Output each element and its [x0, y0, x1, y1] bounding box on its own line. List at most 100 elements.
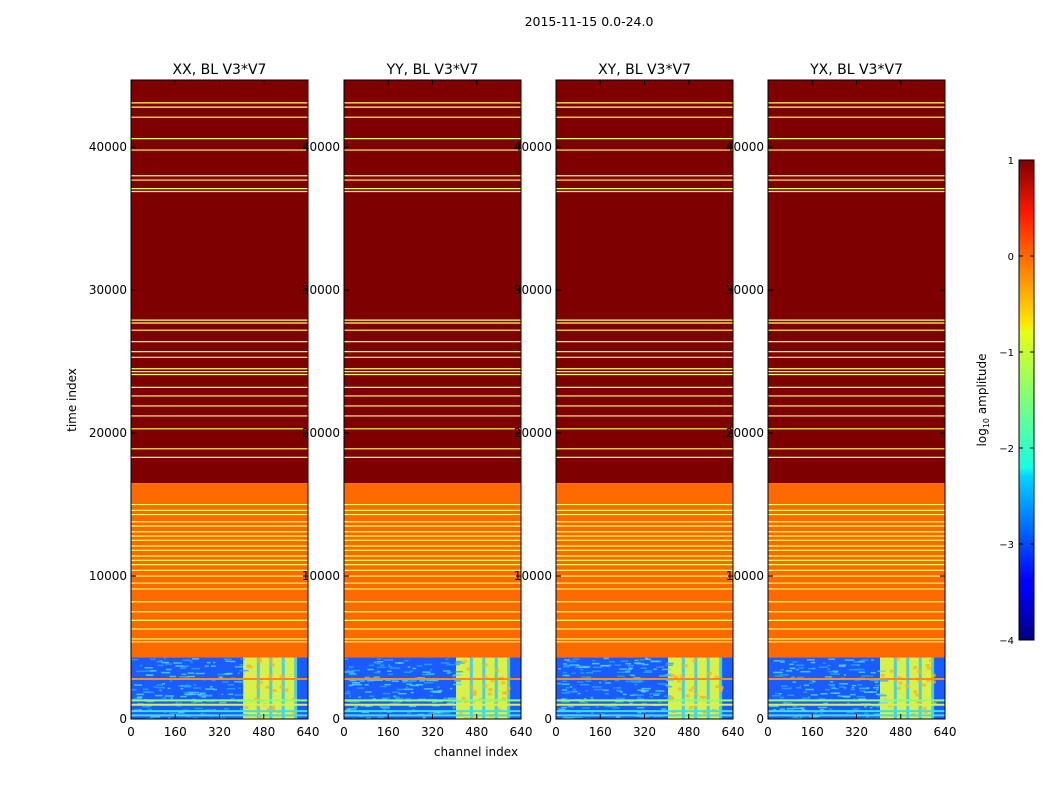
noise-speck — [801, 697, 811, 699]
noise-speck — [571, 672, 577, 675]
noise-speck — [561, 689, 567, 691]
noise-speck — [434, 700, 443, 703]
x-tick-label: 0 — [552, 725, 560, 739]
noise-speck — [150, 715, 161, 718]
noise-speck — [846, 702, 850, 704]
noise-speck — [191, 667, 200, 670]
noise-speck — [136, 693, 144, 696]
noise-speck — [656, 666, 665, 668]
noise-speck — [454, 663, 461, 666]
colorbar-tick-label: 1 — [1008, 156, 1014, 167]
noise-speck — [820, 693, 828, 695]
noise-speck — [581, 707, 591, 709]
noise-speck — [625, 669, 631, 671]
noise-speck — [657, 683, 667, 685]
rfi-gap — [681, 657, 685, 719]
noise-speck — [877, 670, 886, 673]
noise-speck — [803, 684, 809, 687]
noise-speck — [210, 665, 216, 667]
noise-speck — [182, 684, 192, 687]
noise-speck — [376, 660, 384, 663]
noise-speck — [843, 674, 846, 676]
noise-speck — [650, 660, 660, 662]
noise-speck — [874, 681, 879, 683]
noise-speck — [590, 698, 594, 700]
noise-speck — [858, 698, 867, 700]
noise-speck — [641, 691, 646, 693]
noise-speck — [436, 686, 441, 688]
noise-speck — [843, 696, 851, 698]
noise-speck — [195, 672, 205, 675]
y-tick-label: 30000 — [726, 283, 764, 297]
noise-speck — [800, 707, 805, 709]
y-tick-label: 10000 — [89, 569, 127, 583]
noise-speck — [398, 662, 402, 664]
noise-speck — [592, 659, 596, 662]
noise-speck — [871, 659, 874, 661]
noise-speck — [192, 658, 200, 660]
noise-speck — [609, 661, 615, 663]
noise-speck — [864, 706, 867, 708]
y-tick-label: 0 — [332, 712, 340, 726]
noise-speck — [405, 686, 409, 688]
noise-speck — [432, 712, 443, 714]
noise-speck — [863, 691, 873, 693]
noise-speck — [455, 660, 462, 663]
noise-speck — [637, 711, 642, 714]
noise-speck — [819, 708, 825, 711]
noise-speck — [427, 712, 437, 715]
noise-speck — [209, 686, 213, 688]
noise-speck — [169, 675, 177, 678]
noise-speck — [156, 684, 164, 686]
noise-speck — [870, 675, 873, 677]
noise-speck — [201, 696, 207, 698]
noise-speck — [349, 679, 357, 682]
rfi-speck — [472, 693, 477, 697]
noise-speck — [561, 706, 568, 709]
noise-speck — [131, 658, 139, 661]
noise-speck — [641, 690, 649, 692]
rfi-speck — [487, 692, 492, 696]
noise-speck — [170, 697, 174, 699]
noise-speck — [188, 693, 197, 696]
noise-speck — [199, 695, 203, 697]
noise-speck — [645, 669, 652, 672]
noise-speck — [153, 686, 158, 689]
noise-speck — [877, 694, 887, 697]
rfi-speck — [917, 669, 922, 673]
noise-speck — [240, 708, 244, 710]
noise-speck — [158, 686, 165, 689]
rfi-speck — [932, 701, 937, 705]
noise-speck — [361, 711, 370, 714]
noise-speck — [586, 717, 591, 719]
noise-speck — [409, 670, 413, 672]
y-tick-label: 40000 — [726, 140, 764, 154]
noise-speck — [234, 680, 243, 683]
colorbar-gradient — [1018, 159, 1035, 641]
noise-speck — [199, 692, 206, 694]
rfi-gap — [906, 657, 910, 719]
noise-speck — [448, 671, 453, 674]
noise-speck — [180, 695, 187, 698]
y-tick-label: 20000 — [726, 426, 764, 440]
noise-speck — [431, 701, 436, 704]
x-tick-label: 160 — [801, 725, 824, 739]
noise-speck — [447, 701, 452, 703]
noise-speck — [609, 705, 618, 708]
noise-speck — [873, 713, 881, 715]
noise-speck — [877, 706, 880, 708]
rfi-speck — [268, 674, 273, 678]
noise-speck — [566, 690, 575, 693]
noise-speck — [878, 702, 889, 704]
noise-speck — [155, 694, 163, 697]
noise-speck — [591, 686, 602, 688]
noise-speck — [451, 675, 456, 677]
noise-speck — [382, 692, 391, 695]
noise-speck — [616, 690, 621, 692]
rfi-speck — [461, 696, 466, 700]
noise-speck — [239, 664, 244, 666]
noise-speck — [180, 667, 186, 669]
rfi-speck — [707, 671, 712, 675]
noise-speck — [634, 683, 638, 686]
